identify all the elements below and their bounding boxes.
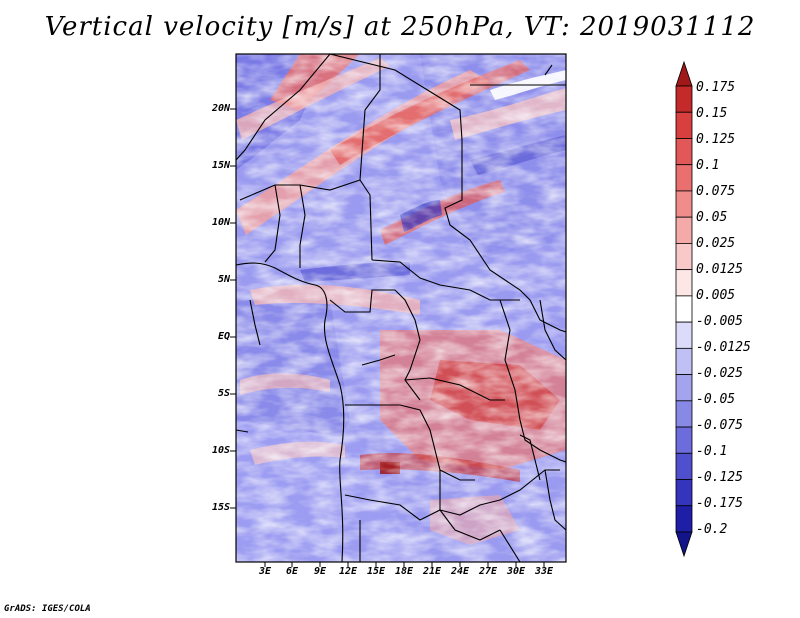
colorbar-swatch bbox=[675, 452, 693, 480]
colorbar-swatch bbox=[675, 111, 693, 139]
colorbar-label: 0.1 bbox=[696, 158, 720, 173]
colorbar-swatch bbox=[675, 85, 693, 113]
colorbar-swatch bbox=[675, 190, 693, 218]
colorbar-swatch bbox=[675, 164, 693, 192]
colorbar-swatch bbox=[675, 400, 693, 428]
x-tick-label: 33E bbox=[534, 566, 554, 577]
x-tick-label: 3E bbox=[258, 566, 272, 577]
colorbar-swatch bbox=[675, 374, 693, 402]
chart-title: Vertical velocity [m/s] at 250hPa, VT: 2… bbox=[44, 12, 756, 42]
colorbar-label: -0.2 bbox=[696, 522, 728, 537]
colorbar-label: -0.05 bbox=[696, 392, 736, 407]
colorbar bbox=[675, 60, 693, 558]
colorbar-label: -0.0125 bbox=[696, 340, 751, 355]
x-tick-label: 15E bbox=[366, 566, 386, 577]
colorbar-label: -0.1 bbox=[696, 444, 728, 459]
y-tick-label: 5N bbox=[217, 274, 230, 285]
colorbar-label: 0.125 bbox=[696, 132, 736, 147]
x-tick-label: 18E bbox=[394, 566, 414, 577]
colorbar-label: 0.15 bbox=[696, 106, 728, 121]
colorbar-label: -0.125 bbox=[696, 470, 743, 485]
colorbar-label: 0.05 bbox=[696, 210, 728, 225]
y-tick-label: 10N bbox=[211, 217, 230, 228]
x-tick-label: 24E bbox=[450, 566, 470, 577]
colorbar-label: 0.005 bbox=[696, 288, 736, 303]
colorbar-swatch bbox=[675, 295, 693, 323]
country-borders bbox=[236, 54, 566, 562]
x-tick-label: 9E bbox=[313, 566, 327, 577]
x-tick-label: 27E bbox=[478, 566, 498, 577]
colorbar-label: 0.175 bbox=[696, 80, 736, 95]
colorbar-swatch bbox=[675, 243, 693, 271]
x-tick-label: 21E bbox=[422, 566, 442, 577]
colorbar-swatch bbox=[675, 479, 693, 507]
colorbar-swatch bbox=[675, 60, 693, 87]
footer-credit: GrADS: IGES/COLA bbox=[4, 604, 91, 614]
y-tick-label: 10S bbox=[211, 445, 230, 456]
y-tick-label: EQ bbox=[217, 331, 230, 342]
x-tick-label: 6E bbox=[285, 566, 299, 577]
velocity-field bbox=[236, 54, 566, 562]
colorbar-swatch bbox=[675, 505, 693, 533]
x-tick-label: 30E bbox=[506, 566, 526, 577]
colorbar-label: 0.025 bbox=[696, 236, 736, 251]
colorbar-label: -0.005 bbox=[696, 314, 743, 329]
y-tick-label: 15N bbox=[211, 160, 230, 171]
colorbar-label: 0.075 bbox=[696, 184, 736, 199]
colorbar-label: 0.0125 bbox=[696, 262, 743, 277]
colorbar-label: -0.075 bbox=[696, 418, 743, 433]
y-tick-label: 15S bbox=[211, 502, 230, 513]
x-tick-label: 12E bbox=[338, 566, 358, 577]
colorbar-swatch bbox=[675, 216, 693, 244]
colorbar-swatch bbox=[675, 269, 693, 297]
y-tick-label: 5S bbox=[217, 388, 230, 399]
colorbar-swatch bbox=[675, 321, 693, 349]
map-frame bbox=[235, 53, 567, 563]
colorbar-swatch bbox=[675, 347, 693, 375]
colorbar-label: -0.175 bbox=[696, 496, 743, 511]
colorbar-swatch bbox=[675, 531, 693, 558]
y-tick-label: 20N bbox=[211, 103, 230, 114]
colorbar-label: -0.025 bbox=[696, 366, 743, 381]
colorbar-swatch bbox=[675, 138, 693, 166]
axis-ticks bbox=[230, 108, 545, 567]
colorbar-swatch bbox=[675, 426, 693, 454]
